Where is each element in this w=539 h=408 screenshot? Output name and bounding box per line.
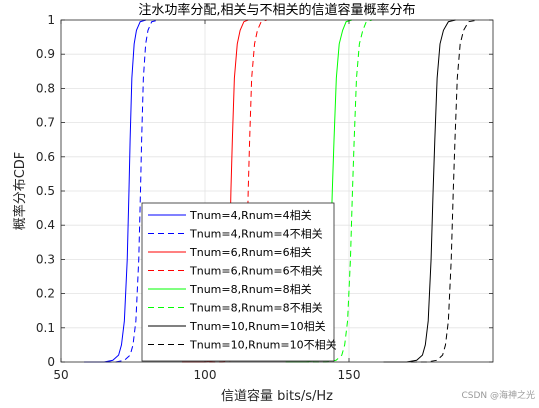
x-axis-label: 信道容量 bits/s/Hz <box>221 388 333 404</box>
legend-label: Tnum=10,Rnum=10不相关 <box>189 338 337 352</box>
y-tick-label: 0 <box>47 355 55 369</box>
y-tick-label: 0.2 <box>36 287 55 301</box>
legend-label: Tnum=4,Rnum=4不相关 <box>189 227 323 241</box>
legend-label: Tnum=6,Rnum=6相关 <box>189 245 312 259</box>
legend-box <box>141 202 335 362</box>
series-line-6 <box>302 19 373 363</box>
x-tick-label: 50 <box>53 368 68 382</box>
legend-label: Tnum=4,Rnum=4相关 <box>189 208 312 222</box>
y-tick-label: 0.6 <box>36 150 55 164</box>
y-tick-label: 0.7 <box>36 116 55 130</box>
series-line-1 <box>84 19 147 363</box>
grid-lines <box>61 20 493 362</box>
y-axis-label: 概率分布CDF <box>12 152 28 231</box>
y-tick-label: 0.8 <box>36 81 55 95</box>
chart-title: 注水功率分配,相关与不相关的信道容量概率分布 <box>138 2 415 18</box>
axis-ticks: 50 100 150 0 0.1 0.2 0.3 0.4 0.5 0.6 0.7 0.8 0.9 1 <box>36 13 493 382</box>
legend-label: Tnum=8,Rnum=8不相关 <box>189 301 323 315</box>
watermark: CSDN @海神之光 <box>461 389 535 401</box>
series-line-2 <box>95 19 160 363</box>
y-tick-label: 0.3 <box>36 252 55 266</box>
series-line-8 <box>400 19 479 363</box>
legend-label: Tnum=8,Rnum=8相关 <box>189 282 312 296</box>
legend-label: Tnum=10,Rnum=10相关 <box>189 319 326 333</box>
legend-label: Tnum=6,Rnum=6不相关 <box>189 264 323 278</box>
y-tick-label: 0.5 <box>36 184 55 198</box>
x-tick-label: 100 <box>194 368 217 382</box>
y-tick-label: 0.9 <box>36 47 55 61</box>
y-tick-label: 0.4 <box>36 218 55 232</box>
x-tick-label: 150 <box>338 368 361 382</box>
y-tick-label: 0.1 <box>36 321 55 335</box>
legend: Tnum=4,Rnum=4相关 Tnum=4,Rnum=4不相关 Tnum=6,Rn… <box>141 202 337 362</box>
y-tick-label: 1 <box>47 13 55 27</box>
series-line-7 <box>383 19 456 363</box>
